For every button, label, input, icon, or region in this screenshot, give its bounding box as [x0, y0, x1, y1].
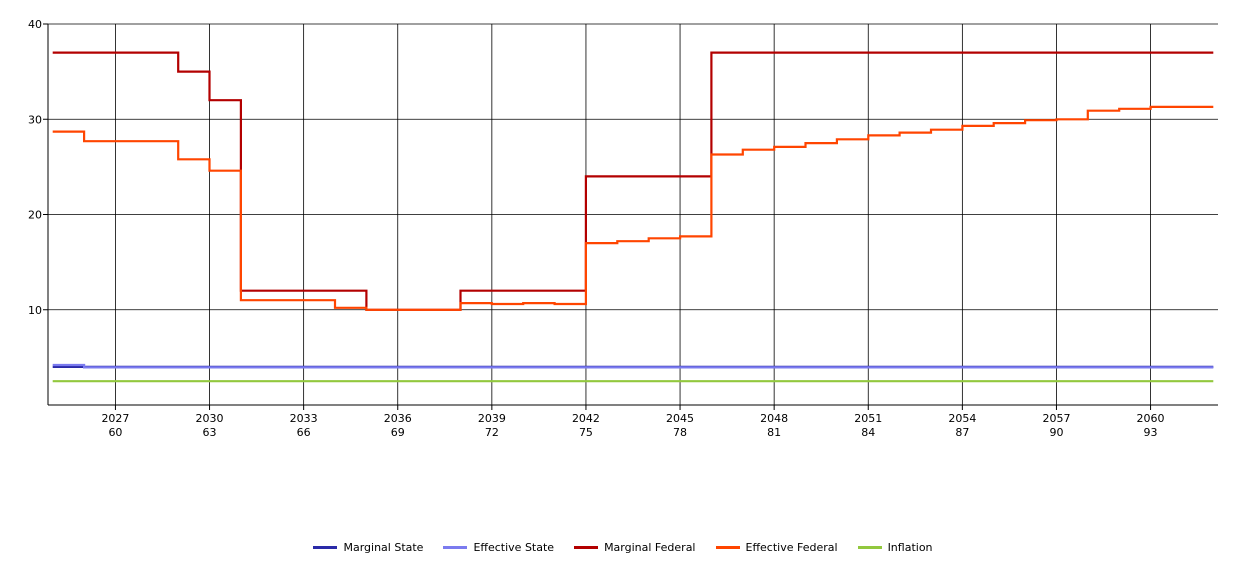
x-tick-age-label: 75: [579, 426, 593, 439]
x-tick-age-label: 93: [1144, 426, 1158, 439]
legend-item-marginal-federal: Marginal Federal: [574, 540, 696, 554]
legend-label: Effective Federal: [745, 540, 838, 554]
legend-swatch: [574, 545, 599, 549]
legend: Marginal State Effective State Marginal Fe…: [0, 538, 1246, 556]
x-tick-year-label: 2042: [572, 412, 600, 425]
legend-label: Marginal Federal: [604, 540, 696, 554]
series-group: [52, 51, 1214, 383]
legend-swatch: [715, 545, 740, 549]
x-tick-year-label: 2045: [666, 412, 694, 425]
x-tick-year-label: 2036: [384, 412, 412, 425]
series-line-marginal-federal: [52, 51, 1214, 311]
legend-item-effective-federal: Effective Federal: [715, 540, 838, 554]
legend-label: Marginal State: [343, 540, 424, 554]
x-tick-age-label: 81: [767, 426, 781, 439]
legend-label: Inflation: [887, 540, 933, 554]
series-line-effective-state: [52, 363, 1214, 369]
grid: [48, 23, 1218, 405]
y-tick-label: 20: [28, 209, 42, 222]
legend-swatch: [443, 545, 468, 549]
x-tick-age-label: 90: [1049, 426, 1063, 439]
x-tick-year-label: 2057: [1042, 412, 1070, 425]
x-tick-age-label: 72: [485, 426, 499, 439]
y-tick-label: 10: [28, 304, 42, 317]
x-tick-age-label: 66: [297, 426, 311, 439]
x-tick-age-label: 60: [108, 426, 122, 439]
x-tick-year-label: 2051: [854, 412, 882, 425]
x-tick-year-label: 2030: [196, 412, 224, 425]
legend-item-effective-state: Effective State: [443, 541, 554, 554]
x-tick-year-label: 2060: [1137, 412, 1165, 425]
legend-swatch: [857, 545, 882, 549]
x-tick-year-label: 2039: [478, 412, 506, 425]
series-line-effective-federal: [52, 105, 1214, 311]
x-tick-age-label: 87: [955, 426, 969, 439]
y-ticks: 10 20 30 40: [28, 18, 48, 317]
x-tick-age-label: 63: [203, 426, 217, 439]
y-tick-label: 30: [28, 113, 42, 126]
x-tick-age-label: 69: [391, 426, 405, 439]
y-tick-label: 40: [28, 18, 42, 31]
x-tick-year-label: 2054: [948, 412, 976, 425]
x-tick-year-label: 2033: [290, 412, 318, 425]
x-tick-age-label: 78: [673, 426, 687, 439]
legend-item-inflation: Inflation: [857, 540, 933, 554]
legend-swatch: [313, 545, 338, 549]
legend-label: Effective State: [473, 540, 555, 554]
x-tick-year-label: 2027: [101, 412, 129, 425]
x-tick-age-label: 84: [861, 426, 875, 439]
x-tick-year-label: 2048: [760, 412, 788, 425]
legend-item-marginal-state: Marginal State: [313, 541, 423, 554]
